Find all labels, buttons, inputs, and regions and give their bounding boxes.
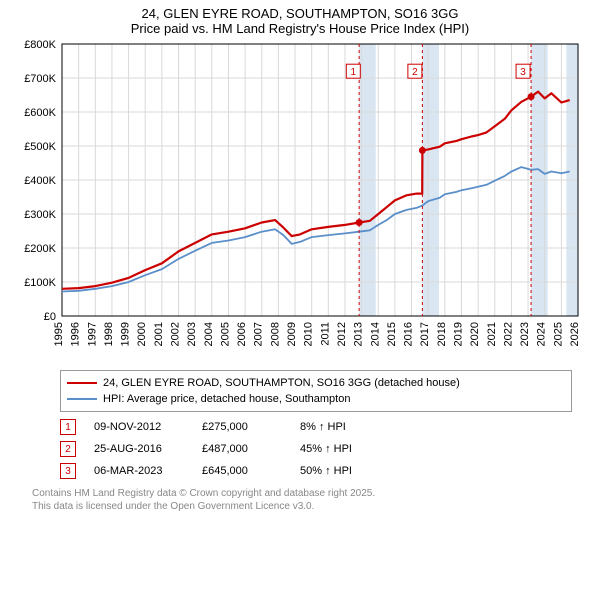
svg-text:1995: 1995 [53, 322, 65, 346]
svg-text:2000: 2000 [136, 322, 148, 346]
svg-text:2: 2 [412, 67, 418, 78]
svg-text:2017: 2017 [419, 322, 431, 346]
sale-date: 09-NOV-2012 [94, 421, 184, 433]
footnote-line: Contains HM Land Registry data © Crown c… [32, 488, 572, 501]
table-row: 1 09-NOV-2012 £275,000 8% ↑ HPI [60, 416, 572, 438]
sale-pct: 8% ↑ HPI [300, 421, 400, 433]
svg-text:2012: 2012 [336, 322, 348, 346]
legend: 24, GLEN EYRE ROAD, SOUTHAMPTON, SO16 3G… [60, 370, 572, 412]
svg-text:2013: 2013 [353, 322, 365, 346]
svg-text:2018: 2018 [436, 322, 448, 346]
table-row: 3 06-MAR-2023 £645,000 50% ↑ HPI [60, 460, 572, 482]
svg-text:2007: 2007 [253, 322, 265, 346]
svg-text:2005: 2005 [219, 322, 231, 346]
sale-price: £275,000 [202, 421, 282, 433]
svg-text:2010: 2010 [303, 322, 315, 346]
sale-price: £645,000 [202, 465, 282, 477]
sale-marker-icon: 2 [60, 441, 76, 457]
sale-date: 25-AUG-2016 [94, 443, 184, 455]
svg-text:1999: 1999 [120, 322, 132, 346]
svg-text:2016: 2016 [403, 322, 415, 346]
svg-text:2004: 2004 [203, 322, 215, 346]
svg-text:1: 1 [351, 67, 357, 78]
table-row: 2 25-AUG-2016 £487,000 45% ↑ HPI [60, 438, 572, 460]
svg-text:2022: 2022 [502, 322, 514, 346]
svg-text:2024: 2024 [536, 322, 548, 346]
svg-text:2006: 2006 [236, 322, 248, 346]
svg-text:2021: 2021 [486, 322, 498, 346]
svg-text:£500K: £500K [24, 141, 56, 153]
svg-text:£100K: £100K [24, 277, 56, 289]
legend-item: 24, GLEN EYRE ROAD, SOUTHAMPTON, SO16 3G… [67, 375, 565, 391]
svg-text:£800K: £800K [24, 39, 56, 51]
sale-date: 06-MAR-2023 [94, 465, 184, 477]
svg-text:2026: 2026 [569, 322, 581, 346]
footnote-line: This data is licensed under the Open Gov… [32, 501, 572, 514]
svg-text:1996: 1996 [70, 322, 82, 346]
svg-text:£0: £0 [44, 311, 56, 323]
svg-text:1997: 1997 [86, 322, 98, 346]
svg-text:£400K: £400K [24, 175, 56, 187]
svg-text:2014: 2014 [369, 322, 381, 346]
sale-pct: 50% ↑ HPI [300, 465, 400, 477]
sale-pct: 45% ↑ HPI [300, 443, 400, 455]
svg-text:2023: 2023 [519, 322, 531, 346]
svg-text:2002: 2002 [170, 322, 182, 346]
svg-text:£700K: £700K [24, 73, 56, 85]
svg-text:2008: 2008 [269, 322, 281, 346]
svg-text:2011: 2011 [319, 322, 331, 346]
svg-text:1998: 1998 [103, 322, 115, 346]
chart-subtitle: Price paid vs. HM Land Registry's House … [0, 21, 600, 36]
svg-text:£200K: £200K [24, 243, 56, 255]
legend-item: HPI: Average price, detached house, Sout… [67, 391, 565, 407]
svg-text:2001: 2001 [153, 322, 165, 346]
svg-text:2025: 2025 [552, 322, 564, 346]
sale-marker-icon: 3 [60, 463, 76, 479]
svg-text:3: 3 [520, 67, 526, 78]
chart-title: 24, GLEN EYRE ROAD, SOUTHAMPTON, SO16 3G… [0, 6, 600, 21]
svg-text:£300K: £300K [24, 209, 56, 221]
footnote: Contains HM Land Registry data © Crown c… [32, 488, 572, 513]
svg-text:2019: 2019 [452, 322, 464, 346]
price-chart: £0 £100K £200K £300K £400K £500K £600K £700K £80… [0, 36, 600, 366]
sale-price: £487,000 [202, 443, 282, 455]
svg-text:2020: 2020 [469, 322, 481, 346]
sales-table: 1 09-NOV-2012 £275,000 8% ↑ HPI 2 25-AUG… [60, 416, 572, 482]
legend-swatch [67, 398, 97, 400]
svg-text:£600K: £600K [24, 107, 56, 119]
svg-text:2015: 2015 [386, 322, 398, 346]
legend-label: HPI: Average price, detached house, Sout… [103, 393, 350, 405]
svg-text:2003: 2003 [186, 322, 198, 346]
svg-text:2009: 2009 [286, 322, 298, 346]
sale-marker-icon: 1 [60, 419, 76, 435]
legend-swatch [67, 382, 97, 384]
legend-label: 24, GLEN EYRE ROAD, SOUTHAMPTON, SO16 3G… [103, 377, 460, 389]
